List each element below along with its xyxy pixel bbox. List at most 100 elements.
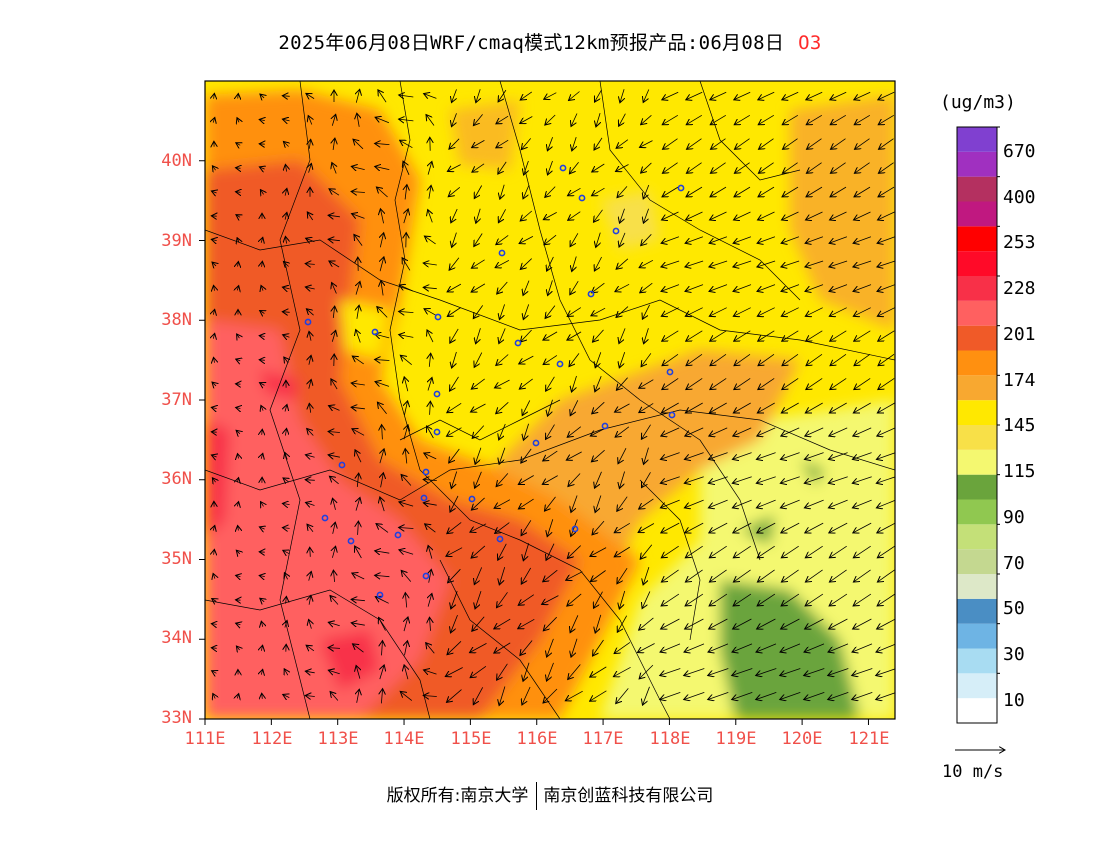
- wind-arrow: [593, 329, 604, 342]
- wind-arrow: [213, 573, 215, 578]
- wind-arrow: [572, 136, 576, 151]
- wind-arrow: [211, 455, 216, 457]
- wind-arrow: [662, 353, 679, 365]
- wind-arrow: [375, 575, 390, 576]
- y-tick-label: 37N: [161, 390, 192, 410]
- wind-arrow: [404, 377, 408, 392]
- wind-arrow: [570, 233, 579, 246]
- wind-arrow: [380, 449, 384, 464]
- city-marker: [420, 494, 428, 502]
- wind-arrow: [428, 593, 432, 607]
- wind-arrow: [452, 113, 457, 126]
- wind-arrow: [214, 549, 215, 554]
- wind-arrow: [474, 233, 483, 247]
- wind-arrow: [427, 330, 434, 343]
- wind-arrow: [520, 91, 533, 100]
- wind-arrow: [351, 166, 365, 169]
- wind-arrow: [309, 139, 310, 149]
- wind-arrow: [805, 569, 823, 582]
- wind-arrow: [806, 330, 823, 341]
- wind-arrow: [329, 476, 339, 485]
- wind-arrow: [447, 641, 462, 654]
- wind-arrow: [684, 692, 705, 699]
- wind-arrow: [661, 522, 680, 533]
- colorbar-swatch: [957, 673, 997, 699]
- wind-arrow: [452, 89, 457, 102]
- wind-arrow: [305, 455, 315, 457]
- wind-arrow: [213, 309, 214, 314]
- wind-arrow: [595, 376, 602, 392]
- city-marker: [514, 339, 522, 347]
- wind-arrow: [757, 593, 776, 606]
- wind-arrow: [447, 307, 461, 317]
- wind-arrow: [452, 232, 457, 248]
- wind-arrow: [853, 427, 872, 436]
- wind-arrow: [829, 545, 847, 558]
- wind-arrow: [330, 692, 339, 701]
- wind-arrow: [854, 353, 871, 365]
- wind-arrow: [877, 260, 895, 267]
- wind-arrow: [523, 423, 529, 441]
- wind-arrow: [404, 617, 408, 632]
- wind-arrow: [212, 478, 215, 482]
- colorbar-label: 201: [1003, 324, 1036, 345]
- wind-arrow: [547, 638, 554, 657]
- x-tick-label: 120E: [781, 729, 823, 749]
- wind-arrow: [615, 403, 630, 412]
- wind-arrow: [782, 186, 799, 197]
- wind-arrow: [261, 621, 262, 627]
- wind-arrow: [332, 283, 337, 294]
- wind-arrow: [333, 138, 335, 150]
- wind-arrow: [853, 593, 872, 606]
- wind-arrow: [733, 593, 752, 606]
- wind-arrow: [543, 212, 557, 219]
- wind-arrow: [685, 236, 704, 244]
- wind-arrow: [619, 471, 625, 489]
- wind-arrow: [709, 260, 728, 267]
- wind-arrow: [708, 499, 728, 508]
- wind-arrow: [285, 428, 286, 436]
- wind-arrow: [236, 550, 239, 554]
- colorbar-label: 115: [1003, 461, 1036, 482]
- wind-arrow: [261, 645, 262, 651]
- wind-arrow: [782, 91, 799, 100]
- city-marker: [612, 227, 620, 235]
- city-marker: [556, 360, 564, 368]
- colorbar-label: 670: [1003, 141, 1036, 162]
- colorbar-swatch: [957, 499, 997, 525]
- wind-arrow: [710, 211, 727, 220]
- wind-arrow: [357, 305, 359, 319]
- wind-arrow: [637, 643, 655, 653]
- wind-arrow: [236, 168, 241, 169]
- wind-arrow: [499, 328, 506, 343]
- wind-arrow: [494, 499, 511, 509]
- wind-arrow: [806, 91, 823, 100]
- wind-arrow: [780, 692, 801, 699]
- city-marker: [376, 591, 384, 599]
- wind-arrow: [451, 614, 458, 633]
- wind-arrow: [310, 547, 311, 557]
- wind-arrow: [660, 452, 680, 460]
- wind-arrow: [781, 569, 799, 582]
- wind-arrow: [663, 138, 678, 150]
- wind-arrow: [286, 596, 287, 604]
- wind-arrow: [425, 524, 436, 533]
- wind-arrow: [400, 140, 413, 149]
- colorbar-swatch: [957, 325, 997, 351]
- y-tick-label: 34N: [161, 628, 192, 648]
- wind-arrow: [782, 114, 799, 124]
- wind-arrow: [259, 575, 265, 576]
- wind-arrow: [520, 116, 533, 124]
- wind-arrow: [471, 403, 486, 412]
- wind-arrow: [283, 478, 289, 482]
- colorbar-swatch: [957, 623, 997, 649]
- wind-arrow: [759, 138, 774, 150]
- wind-arrow: [733, 569, 751, 582]
- wind-arrow: [643, 184, 650, 199]
- wind-arrow: [495, 259, 510, 267]
- colorbar-unit: (ug/m3): [940, 92, 1016, 113]
- wind-vectors: [211, 89, 895, 705]
- x-tick-label: 117E: [582, 729, 624, 749]
- wind-arrow: [830, 186, 847, 197]
- wind-arrow: [829, 307, 847, 317]
